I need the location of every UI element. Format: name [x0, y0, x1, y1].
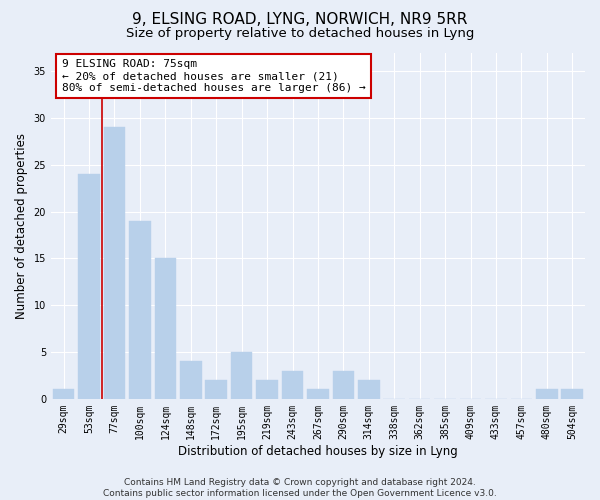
Bar [205, 380, 227, 399]
Text: Size of property relative to detached houses in Lyng: Size of property relative to detached ho… [126, 28, 474, 40]
Bar [53, 390, 74, 399]
Bar [282, 371, 304, 399]
Bar [231, 352, 253, 399]
Bar [104, 128, 125, 399]
Bar [180, 362, 202, 399]
Bar [358, 380, 380, 399]
Bar [155, 258, 176, 399]
Text: Contains HM Land Registry data © Crown copyright and database right 2024.
Contai: Contains HM Land Registry data © Crown c… [103, 478, 497, 498]
Text: 9, ELSING ROAD, LYNG, NORWICH, NR9 5RR: 9, ELSING ROAD, LYNG, NORWICH, NR9 5RR [133, 12, 467, 28]
Bar [536, 390, 557, 399]
Bar [307, 390, 329, 399]
Bar [78, 174, 100, 399]
X-axis label: Distribution of detached houses by size in Lyng: Distribution of detached houses by size … [178, 444, 458, 458]
Bar [256, 380, 278, 399]
Bar [129, 221, 151, 399]
Text: 9 ELSING ROAD: 75sqm
← 20% of detached houses are smaller (21)
80% of semi-detac: 9 ELSING ROAD: 75sqm ← 20% of detached h… [62, 60, 365, 92]
Y-axis label: Number of detached properties: Number of detached properties [15, 132, 28, 318]
Bar [562, 390, 583, 399]
Bar [332, 371, 354, 399]
